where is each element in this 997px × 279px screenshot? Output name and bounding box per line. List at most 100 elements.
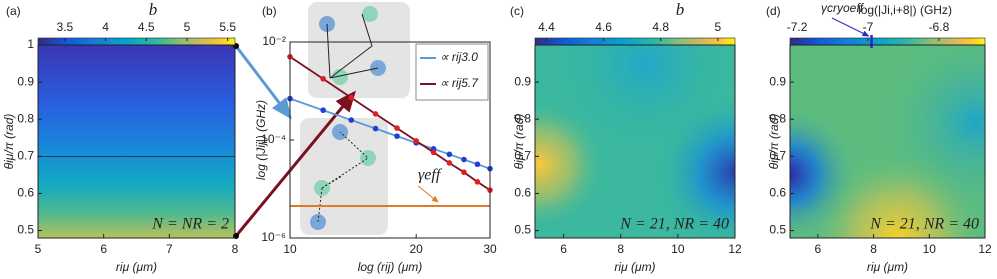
x-axis-label: riμ (μm) xyxy=(614,260,655,274)
heatmap-image xyxy=(535,45,735,238)
data-point xyxy=(474,161,481,168)
data-point xyxy=(413,138,419,144)
x-tick-label: 8 xyxy=(232,242,239,256)
y-tick-label: 0.8 xyxy=(769,111,786,125)
y-tick-label: 10⁻⁶ xyxy=(261,230,286,244)
x-axis-label: riμ (μm) xyxy=(116,260,157,274)
data-point xyxy=(461,156,467,163)
x-tick-label: 20 xyxy=(410,242,424,256)
colorbar-tick-label: -6.8 xyxy=(929,20,950,34)
data-point xyxy=(474,179,481,185)
data-point xyxy=(446,160,453,166)
x-tick-label: 30 xyxy=(483,242,497,256)
plot-frame xyxy=(534,44,736,239)
x-tick-label: 6 xyxy=(560,242,567,256)
colorbar xyxy=(789,37,986,46)
x-tick-label: 6 xyxy=(815,242,822,256)
data-point xyxy=(348,117,355,123)
y-tick-label: 10⁻⁴ xyxy=(261,132,286,146)
plot-frame xyxy=(789,44,986,239)
x-tick-label: 8 xyxy=(617,242,624,256)
data-point xyxy=(348,94,355,101)
x-tick-label: 5 xyxy=(35,242,42,256)
y-axis-label: θiμ/π (rad) xyxy=(767,114,781,170)
data-point xyxy=(320,76,326,82)
data-point xyxy=(430,149,437,156)
marker-label: γcryoeff xyxy=(821,1,865,15)
plot-frame xyxy=(37,44,236,239)
y-tick-label: 0.9 xyxy=(17,74,34,88)
colorbar-tick-label: 5 xyxy=(184,20,191,34)
y-axis-label: θiμ/π (rad) xyxy=(512,114,526,170)
y-tick-label: 0.9 xyxy=(514,74,531,88)
y-tick-label: 10⁻² xyxy=(262,34,286,48)
colorbar xyxy=(37,37,236,46)
colorbar-tick-label: 4.8 xyxy=(652,20,669,34)
heatmap-image xyxy=(38,45,235,238)
colorbar-tick-label: 4.5 xyxy=(138,20,155,34)
y-axis-label: θiμ/π (rad) xyxy=(2,114,16,170)
y-tick-label: 0.7 xyxy=(514,149,531,163)
x-tick-label: 6 xyxy=(100,242,107,256)
colorbar-tick-label: 3.5 xyxy=(57,20,74,34)
colorbar-tick-label: 4 xyxy=(102,20,109,34)
y-tick-label: 0.6 xyxy=(17,186,34,200)
x-tick-label: 8 xyxy=(870,242,877,256)
y-tick-label: 0.8 xyxy=(17,111,34,125)
x-tick-label: 7 xyxy=(166,242,173,256)
x-tick-label: 10 xyxy=(671,242,685,256)
legend-label: ∝ rij5.7 xyxy=(440,76,479,90)
y-axis-label: log (|Jij|) (GHz) xyxy=(254,100,268,180)
data-point xyxy=(320,107,326,114)
data-point xyxy=(372,125,379,132)
heatmap-image xyxy=(790,45,985,238)
colorbar xyxy=(534,37,736,46)
data-point xyxy=(372,111,379,117)
colorbar-title: b xyxy=(676,0,685,19)
annotation: N = 21, NR = 40 xyxy=(869,216,979,233)
connector-arrow xyxy=(234,90,356,237)
x-tick-label: 12 xyxy=(978,242,992,256)
x-tick-label: 10 xyxy=(923,242,937,256)
x-axis-label: log (rij) (μm) xyxy=(358,260,423,274)
legend-box xyxy=(415,43,489,101)
panel-label: (a) xyxy=(6,4,21,18)
panel-label: (d) xyxy=(766,4,781,18)
data-point xyxy=(446,151,453,158)
y-tick-label: 0.6 xyxy=(769,186,786,200)
data-point xyxy=(461,169,467,176)
y-tick-label: 0.9 xyxy=(769,74,786,88)
connector-arrow xyxy=(234,45,292,120)
colorbar-tick-label: 5.5 xyxy=(219,20,236,34)
colorbar-tick-label: -7.2 xyxy=(787,20,808,34)
threshold-label: γeff xyxy=(418,167,443,184)
y-tick-label: 1 xyxy=(27,37,34,51)
colorbar-title: log(|Ji,i+8|) (GHz) xyxy=(858,3,952,17)
colorbar-title: b xyxy=(149,0,158,19)
y-tick-label: 0.7 xyxy=(17,149,34,163)
colorbar-tick-label: -7 xyxy=(863,20,874,34)
colorbar-tick-label: 4.6 xyxy=(595,20,612,34)
colorbar-tick-label: 4.4 xyxy=(538,20,555,34)
threshold-arrow xyxy=(417,185,439,203)
data-point xyxy=(394,125,400,131)
data-point xyxy=(394,133,400,139)
legend-label: ∝ rij3.0 xyxy=(440,50,478,64)
annotation: N = 21, NR = 40 xyxy=(619,216,729,233)
y-tick-label: 0.8 xyxy=(514,111,531,125)
y-tick-label: 0.5 xyxy=(769,223,786,237)
y-tick-label: 0.5 xyxy=(17,223,34,237)
panel-label: (b) xyxy=(262,4,277,18)
y-tick-label: 0.5 xyxy=(514,223,531,237)
y-tick-label: 0.6 xyxy=(514,186,531,200)
panel-label: (c) xyxy=(510,4,524,18)
marker-arrow xyxy=(831,17,870,37)
x-axis-label: riμ (μm) xyxy=(867,260,908,274)
y-tick-label: 0.7 xyxy=(769,149,786,163)
annotation: N = NR = 2 xyxy=(151,216,229,233)
schematic-inset xyxy=(300,2,410,235)
plot-frame xyxy=(289,41,491,239)
x-tick-label: 12 xyxy=(728,242,742,256)
x-tick-label: 10 xyxy=(283,242,297,256)
